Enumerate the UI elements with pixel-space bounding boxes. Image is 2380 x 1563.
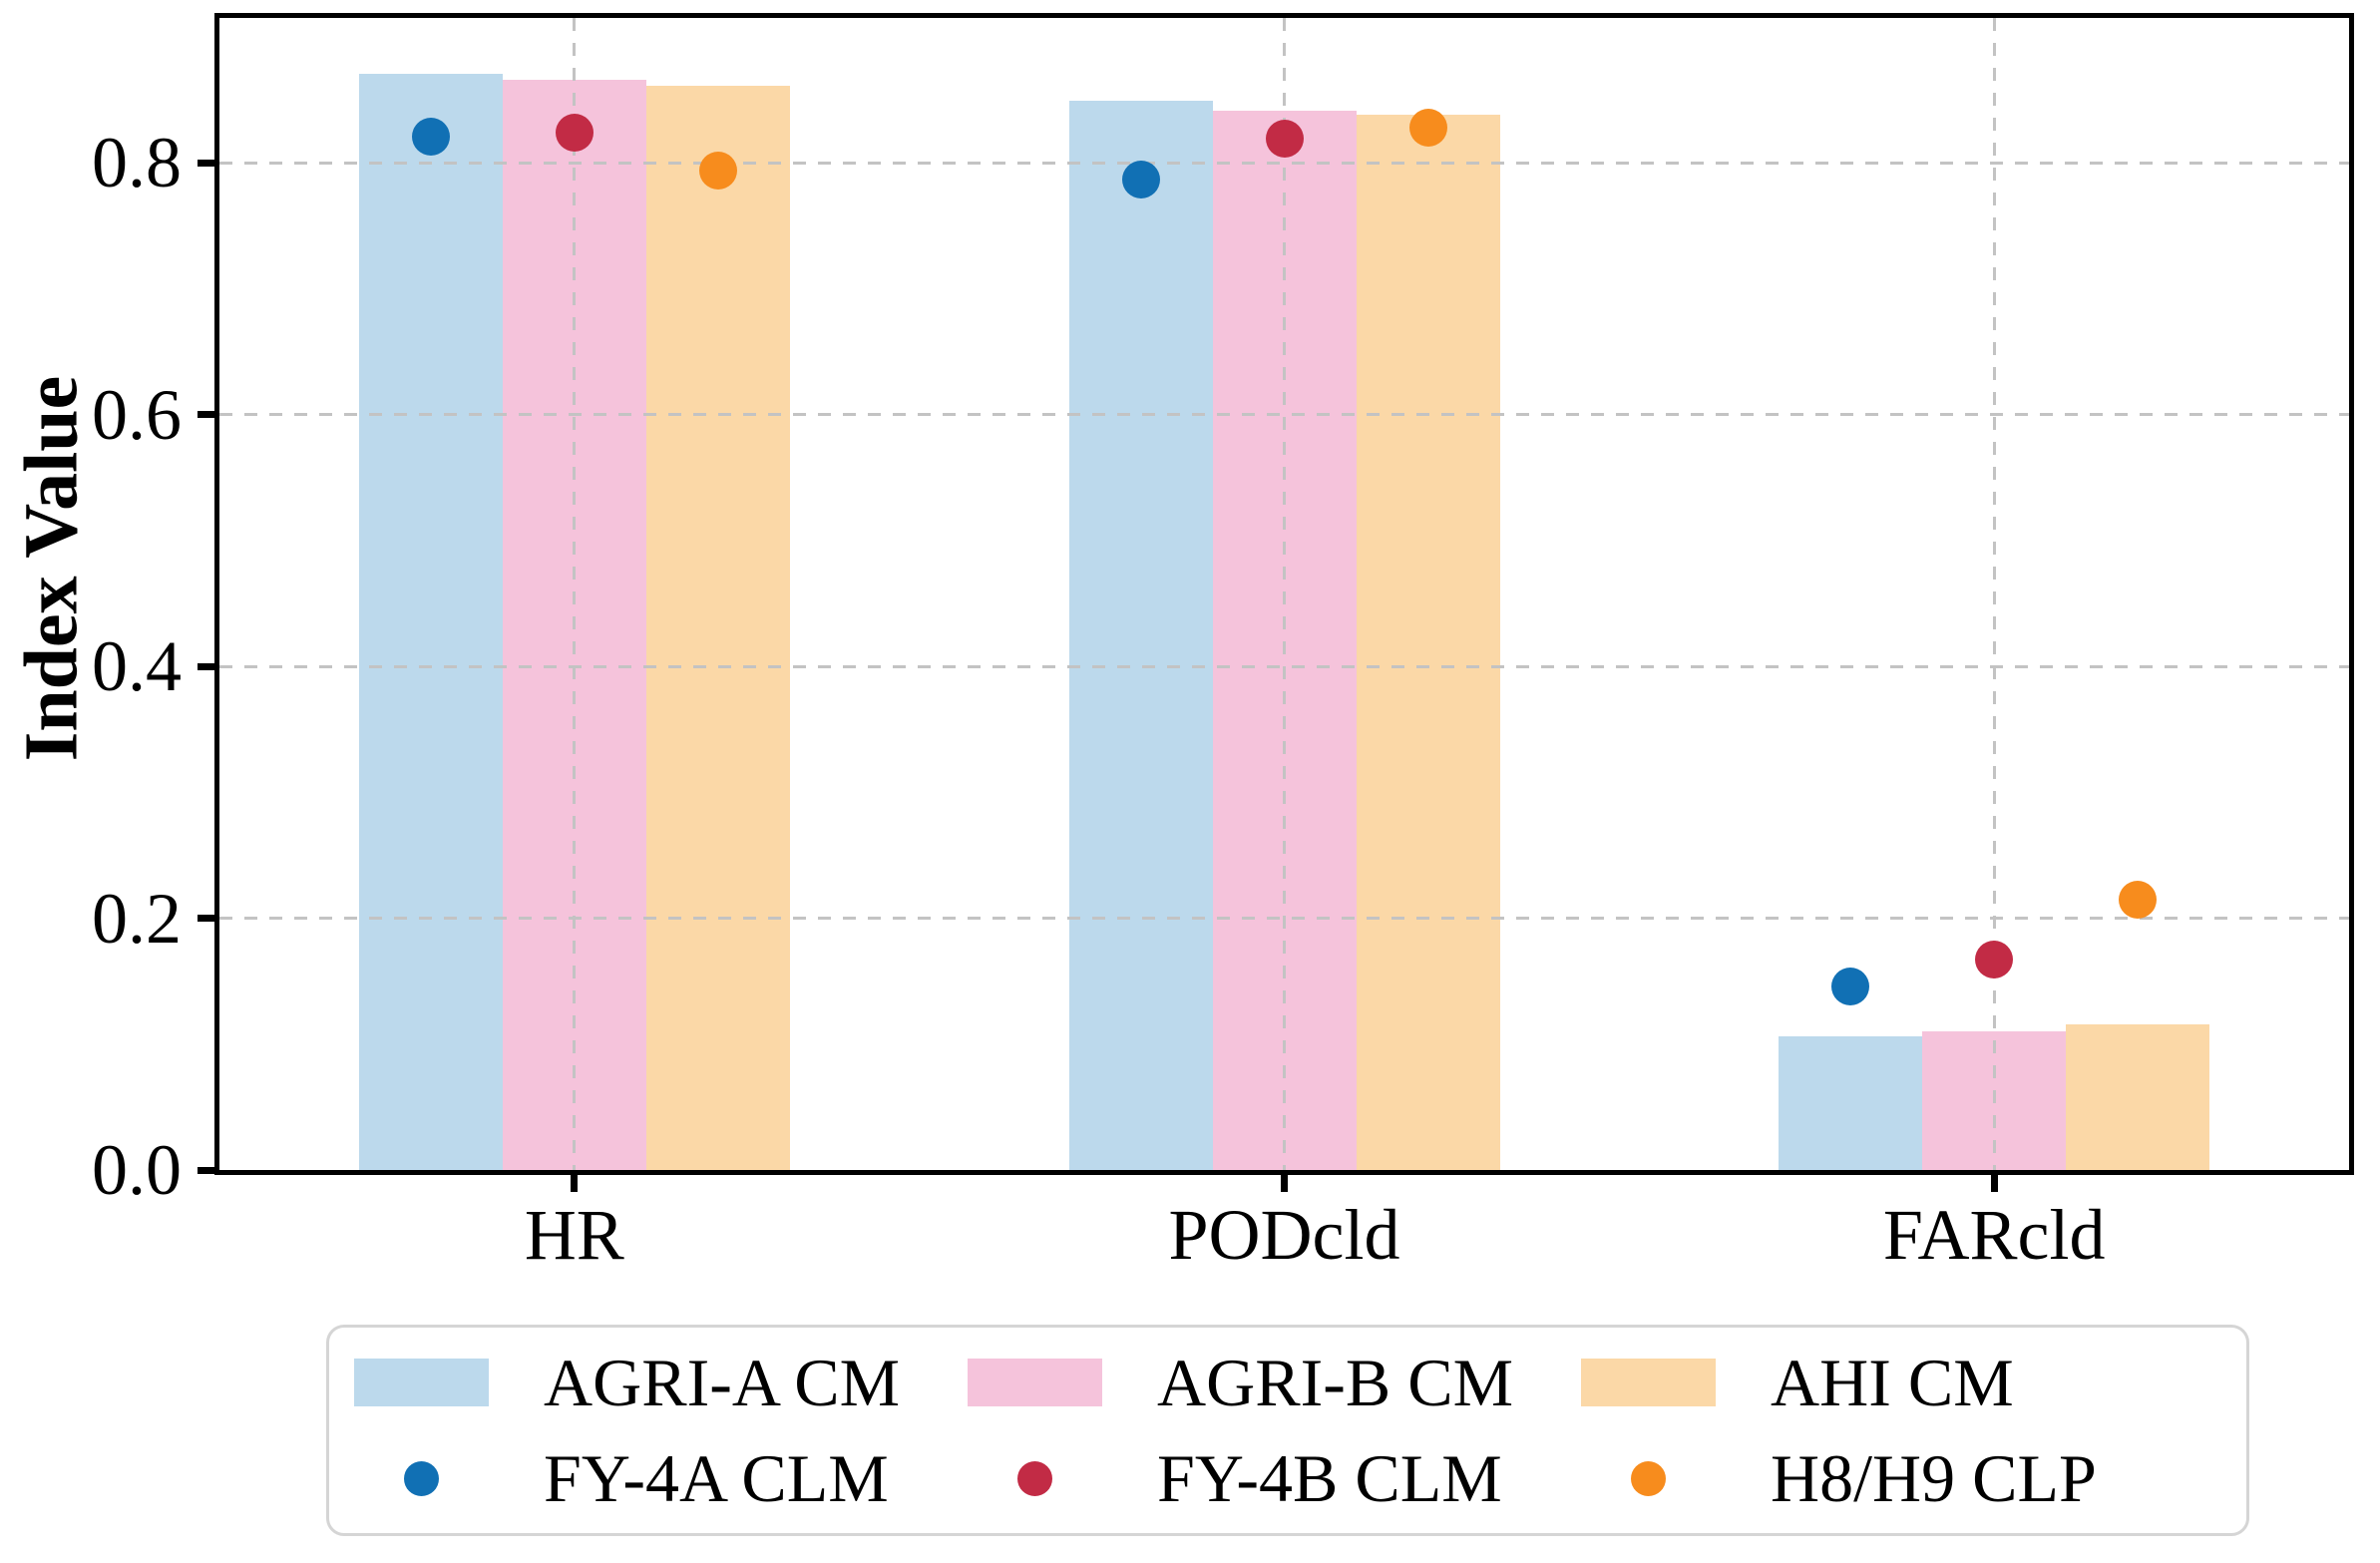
v-gridline-hr (573, 18, 577, 1170)
x-tick-farcld (1990, 1170, 1998, 1192)
x-tick-label: PODcld (1168, 1195, 1400, 1275)
legend-label-fy-4b-clm: FY-4B CLM (1157, 1439, 1502, 1516)
point-fy-4b-clm-farcld (1975, 941, 2014, 979)
legend-dot-h8-h9-clp (1631, 1460, 1666, 1496)
point-fy-4a-clm-farcld (1831, 967, 1870, 1005)
bar-ahi-cm-farcld (2066, 1023, 2210, 1170)
legend-label-h8-h9-clp: H8/H9 CLP (1771, 1439, 2097, 1516)
point-fy-4b-clm-podcld (1265, 120, 1304, 159)
y-tick-0.0 (198, 1166, 219, 1174)
bar-agri-a-cm-farcld (1779, 1036, 1923, 1170)
y-tick-label: 0.4 (92, 626, 182, 707)
y-tick-label: 0.0 (92, 1130, 182, 1210)
point-fy-4a-clm-hr (411, 117, 450, 156)
bar-agri-a-cm-hr (358, 73, 503, 1170)
legend-label-agri-a-cm: AGRI-A CM (544, 1344, 901, 1420)
legend-item-h8-h9-clp: H8/H9 CLP (1581, 1430, 2246, 1526)
v-gridline-podcld (1283, 18, 1286, 1170)
point-h8-h9-clp-farcld (2119, 880, 2158, 919)
bar-agri-a-cm-podcld (1068, 101, 1213, 1170)
x-tick-label: FARcld (1882, 1195, 2106, 1275)
legend: AGRI-A CM AGRI-B CM AHI CM FY-4A CLM FY-4B C… (326, 1325, 2249, 1536)
y-tick-label: 0.8 (92, 123, 182, 203)
point-h8-h9-clp-hr (698, 151, 737, 190)
y-tick-label: 0.2 (92, 878, 182, 959)
legend-dot-fy-4b-clm (1017, 1460, 1052, 1496)
v-gridline-farcld (1992, 18, 1996, 1170)
legend-swatch-agri-a-cm (354, 1359, 489, 1406)
plot-area (214, 13, 2354, 1175)
bar-ahi-cm-podcld (1356, 115, 1500, 1170)
legend-dot-wrap-h8-h9-clp (1581, 1460, 1716, 1496)
legend-label-fy-4a-clm: FY-4A CLM (544, 1439, 889, 1516)
y-tick-0.2 (198, 915, 219, 923)
legend-label-agri-b-cm: AGRI-B CM (1157, 1344, 1514, 1420)
x-tick-label: HR (524, 1195, 624, 1275)
x-tick-podcld (1281, 1170, 1288, 1192)
legend-item-agri-b-cm: AGRI-B CM (968, 1335, 1581, 1430)
point-fy-4b-clm-hr (555, 113, 594, 152)
legend-dot-wrap-fy-4a-clm (354, 1460, 489, 1496)
bar-ahi-cm-hr (645, 86, 790, 1170)
legend-swatch-agri-b-cm (968, 1359, 1102, 1406)
y-tick-0.8 (198, 159, 219, 167)
legend-dot-wrap-fy-4b-clm (968, 1460, 1102, 1496)
point-fy-4a-clm-podcld (1121, 160, 1160, 198)
point-h8-h9-clp-podcld (1408, 108, 1447, 147)
legend-item-agri-a-cm: AGRI-A CM (354, 1335, 968, 1430)
legend-item-ahi-cm: AHI CM (1581, 1335, 2246, 1430)
legend-swatch-ahi-cm (1581, 1359, 1716, 1406)
legend-label-ahi-cm: AHI CM (1771, 1344, 2014, 1420)
legend-dot-fy-4a-clm (404, 1460, 439, 1496)
y-tick-0.4 (198, 662, 219, 670)
y-tick-label: 0.6 (92, 374, 182, 455)
legend-item-fy-4a-clm: FY-4A CLM (354, 1430, 968, 1526)
legend-item-fy-4b-clm: FY-4B CLM (968, 1430, 1581, 1526)
x-tick-hr (571, 1170, 579, 1192)
y-tick-0.6 (198, 411, 219, 419)
